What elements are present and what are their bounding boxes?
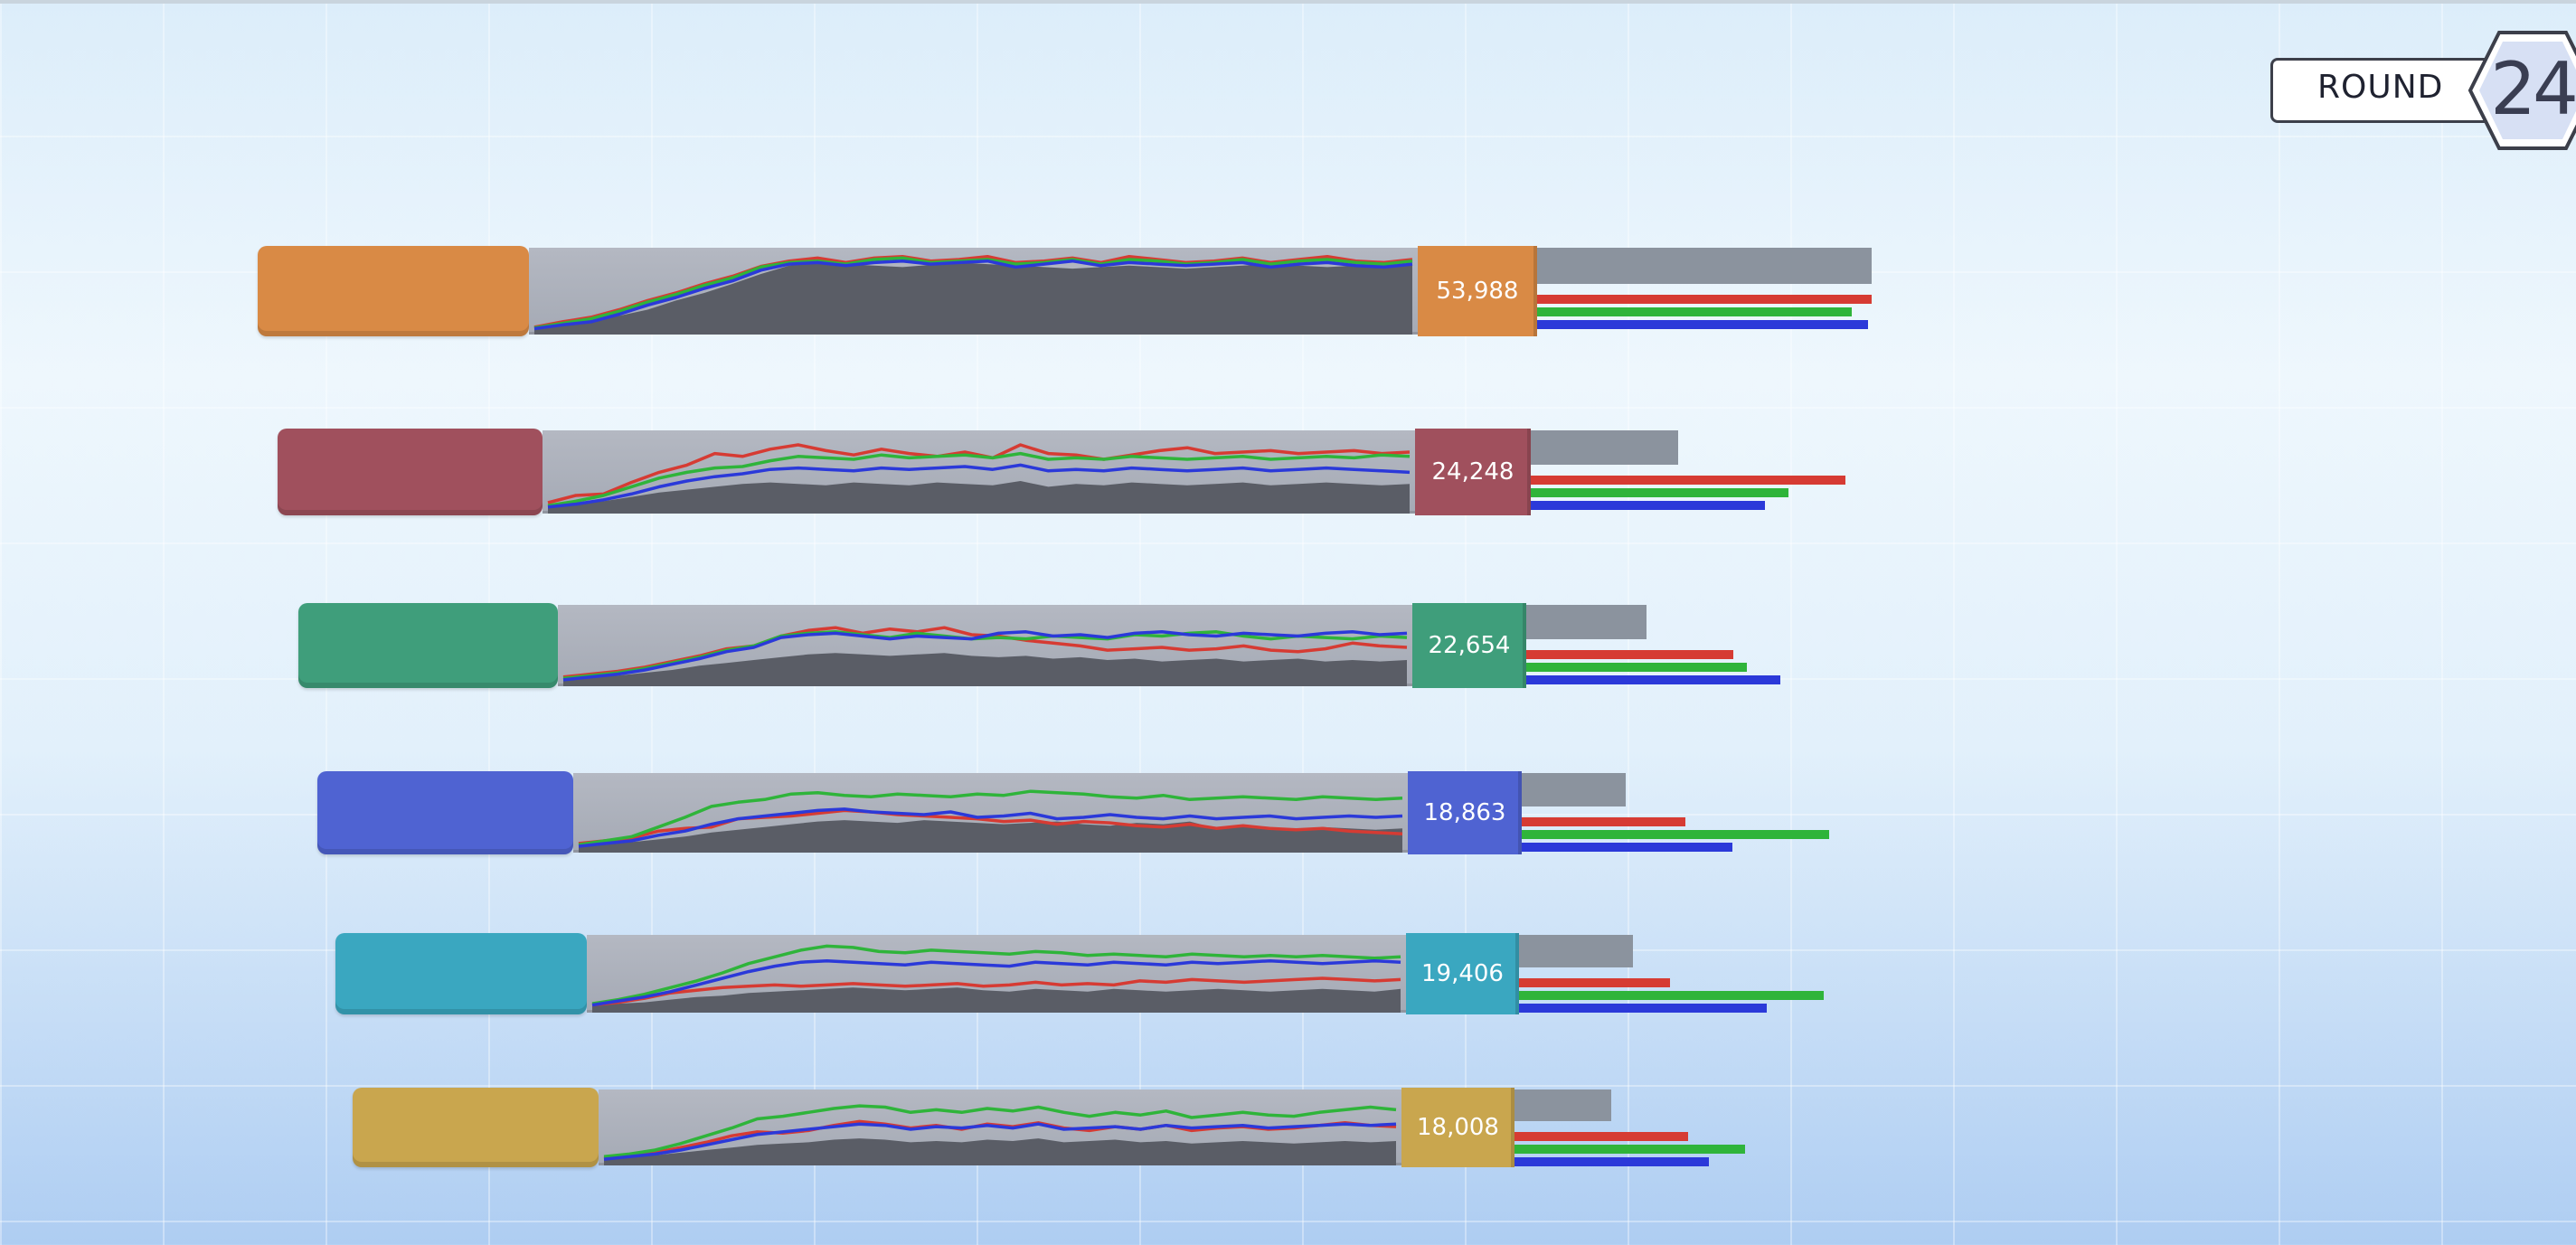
history-track — [529, 248, 1418, 335]
history-track — [587, 935, 1406, 1013]
metric-bar-green — [1526, 663, 1747, 672]
metric-bar-red — [1531, 476, 1845, 485]
history-area — [592, 987, 1401, 1013]
metric-bar-gray — [1531, 430, 1678, 465]
round-number: 24 — [2490, 47, 2576, 131]
history-area — [579, 820, 1402, 853]
metric-bar-green — [1537, 307, 1852, 316]
history-line-blue — [591, 958, 1401, 1007]
metric-bar-green — [1519, 991, 1824, 1000]
round-label: ROUND — [2317, 69, 2444, 106]
history-track — [558, 605, 1412, 686]
history-area — [534, 262, 1412, 335]
history-line-red — [591, 976, 1401, 1007]
player-color-tag — [335, 933, 587, 1014]
history-chart — [562, 626, 1408, 686]
history-chart — [578, 789, 1403, 853]
metric-bar-green — [1531, 488, 1788, 497]
player-score: 53,988 — [1418, 246, 1537, 336]
player-score: 19,406 — [1406, 933, 1519, 1014]
history-area — [548, 481, 1410, 514]
history-line-blue — [603, 1122, 1397, 1161]
top-edge — [0, 0, 2576, 4]
history-line-green — [603, 1104, 1397, 1158]
history-chart — [603, 1104, 1397, 1165]
round-hex-badge — [2467, 31, 2576, 150]
player-score: 22,654 — [1412, 603, 1526, 688]
metric-bar-red — [1526, 650, 1733, 659]
metric-bar-blue — [1514, 1157, 1709, 1166]
metric-bar-red — [1519, 978, 1670, 987]
metric-bar-blue — [1522, 843, 1732, 852]
history-track — [599, 1089, 1401, 1165]
metric-bar-gray — [1522, 773, 1626, 806]
metric-bar-blue — [1526, 675, 1780, 684]
player-score: 18,863 — [1408, 771, 1522, 854]
history-line-red — [578, 808, 1403, 845]
history-line-green — [578, 789, 1403, 847]
history-track — [573, 773, 1408, 853]
history-area — [563, 653, 1407, 686]
metric-bar-gray — [1537, 248, 1872, 284]
player-color-tag — [258, 246, 529, 336]
player-color-tag — [317, 771, 573, 854]
metric-bar-gray — [1526, 605, 1647, 639]
metric-bar-gray — [1514, 1089, 1611, 1121]
history-line-green — [591, 944, 1401, 1005]
player-score: 18,008 — [1401, 1088, 1514, 1167]
history-chart — [591, 944, 1401, 1013]
history-line-blue — [562, 630, 1408, 682]
metric-bar-blue — [1537, 320, 1868, 329]
history-line-blue — [533, 259, 1413, 331]
metric-bar-green — [1514, 1145, 1745, 1154]
player-color-tag — [278, 429, 543, 515]
player-score: 24,248 — [1415, 429, 1531, 515]
history-track — [543, 430, 1415, 514]
metric-bar-blue — [1531, 501, 1765, 510]
history-area — [604, 1138, 1396, 1165]
history-line-green — [547, 451, 1411, 507]
metric-bar-blue — [1519, 1004, 1767, 1013]
history-line-blue — [578, 807, 1403, 848]
metric-bar-red — [1514, 1132, 1688, 1141]
metric-bar-green — [1522, 830, 1829, 839]
metric-bar-red — [1537, 295, 1872, 304]
metric-bar-gray — [1519, 935, 1633, 967]
metric-bar-red — [1522, 817, 1685, 826]
player-color-tag — [353, 1088, 599, 1167]
history-chart — [547, 443, 1411, 514]
history-line-blue — [547, 463, 1411, 509]
history-chart — [533, 254, 1413, 335]
player-color-tag — [298, 603, 558, 688]
